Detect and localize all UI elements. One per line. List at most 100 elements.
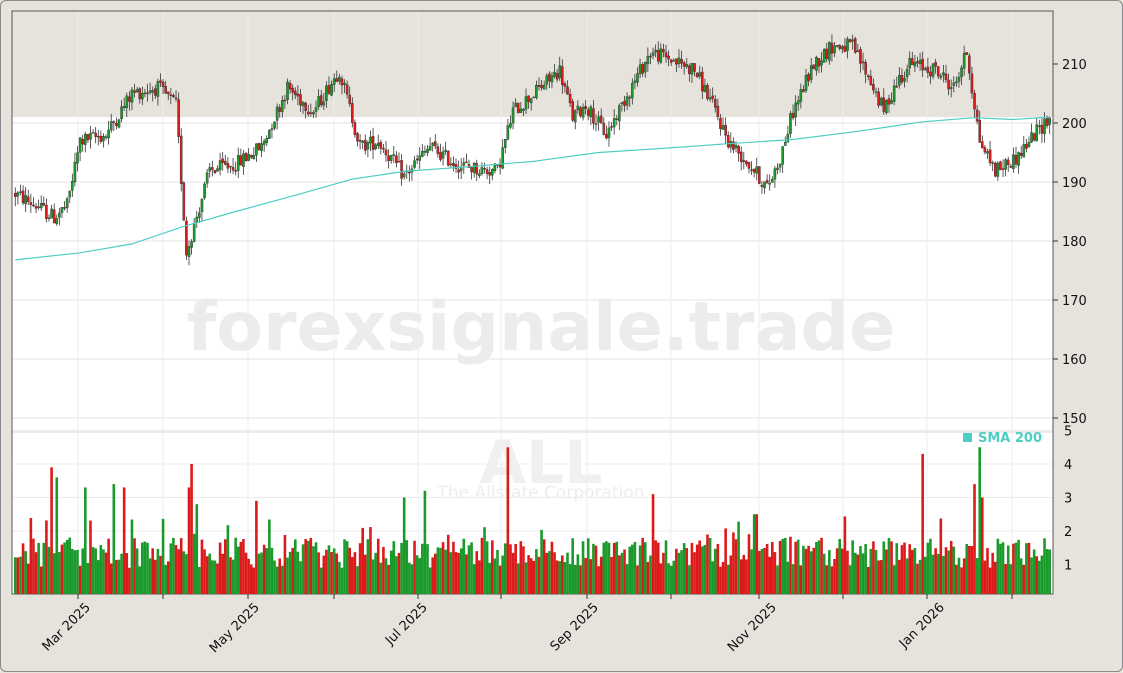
candle-body [1038, 125, 1041, 128]
candle [433, 134, 437, 150]
volume-bar [737, 521, 740, 594]
candle-body [732, 141, 735, 150]
candle-body [1004, 159, 1007, 170]
candle [566, 80, 569, 95]
candle [706, 83, 709, 101]
volume-bar [270, 547, 274, 594]
candle [986, 148, 989, 159]
volume-bar [304, 539, 307, 594]
candle [392, 145, 396, 163]
volume-bar [151, 548, 154, 594]
volume-bar [125, 553, 129, 594]
candle [138, 87, 142, 104]
volume-bar [382, 546, 385, 594]
volume-bar [384, 558, 388, 594]
volume-bar [1045, 549, 1049, 594]
volume-bar [573, 564, 577, 594]
volume-bar [869, 548, 873, 594]
volume-bar [190, 464, 193, 594]
candle [439, 143, 442, 162]
candle [19, 184, 22, 196]
candle-body [965, 52, 969, 55]
candle [65, 196, 69, 213]
candle-body [286, 81, 289, 100]
candle-body [890, 100, 893, 104]
price-tick-label: 160 [1062, 353, 1087, 368]
candle [869, 69, 873, 86]
candle-body [159, 80, 162, 83]
candle [1022, 136, 1026, 158]
candle-body [229, 165, 232, 168]
candle-body [866, 75, 870, 77]
volume-bar [859, 546, 862, 594]
candle [957, 71, 961, 88]
time-tick-label: Nov 2025 [725, 600, 780, 655]
volume-bar [799, 565, 803, 594]
volume-bar [726, 564, 730, 594]
volume-bar [1032, 549, 1036, 594]
volume-bar [358, 543, 362, 594]
candle [169, 87, 173, 105]
candle [1017, 151, 1020, 174]
candle [249, 154, 253, 160]
candle [726, 131, 730, 149]
candle [638, 58, 642, 79]
candle [172, 93, 175, 98]
volume-bar [641, 537, 644, 594]
candle [641, 62, 644, 77]
candle [371, 127, 375, 160]
candle-body [195, 216, 199, 223]
volume-bar [37, 542, 40, 594]
volume-bar [117, 559, 121, 594]
volume-bar [892, 565, 896, 594]
candle [421, 144, 424, 158]
candle-body [610, 126, 613, 128]
candle [1027, 136, 1031, 148]
volume-bar [470, 542, 473, 594]
volume-bar [592, 543, 595, 594]
candle-body [703, 84, 707, 93]
candle-body [677, 57, 681, 64]
volume-bar [135, 548, 139, 594]
candle [879, 96, 883, 107]
volume-bar [234, 537, 237, 594]
candle [52, 203, 56, 224]
volume-bar [405, 540, 409, 594]
candle-body [81, 138, 84, 145]
candle [213, 169, 217, 175]
volume-bar [200, 539, 204, 594]
candle-body [68, 190, 72, 198]
candle [968, 53, 971, 80]
volume-bar [249, 564, 253, 594]
candle [519, 102, 523, 113]
candle [568, 88, 572, 107]
volume-bar [545, 552, 549, 594]
candle [288, 80, 292, 94]
candle-body [944, 73, 948, 81]
volume-bar [537, 556, 541, 594]
candle [130, 87, 134, 111]
candle-body [1027, 141, 1031, 148]
candle-body [874, 91, 878, 93]
volume-bar [39, 566, 43, 594]
volume-bar [711, 561, 714, 594]
volume-bar [973, 484, 976, 594]
candle-body [926, 66, 930, 73]
volume-bar [281, 565, 284, 594]
candle [268, 129, 271, 140]
volume-bar [94, 548, 97, 594]
volume-bar [296, 551, 300, 594]
volume-bar [1001, 542, 1005, 594]
volume-bar [319, 567, 323, 594]
candle [185, 216, 188, 260]
volume-bar [838, 538, 842, 594]
candle-body [846, 38, 849, 51]
candle [729, 132, 733, 153]
volume-bar [312, 546, 315, 594]
volume-bar [988, 567, 992, 594]
volume-bar [247, 558, 250, 594]
candle-body [532, 96, 536, 99]
candle [939, 73, 943, 80]
volume-bar [120, 553, 123, 594]
candle-body [257, 142, 261, 150]
